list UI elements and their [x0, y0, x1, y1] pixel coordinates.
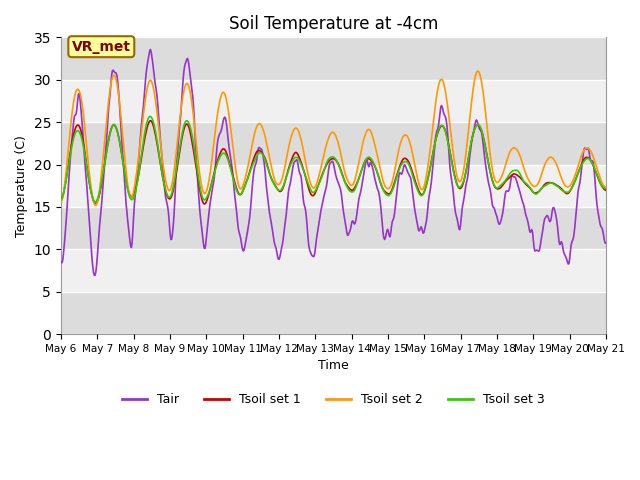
- Tsoil set 1: [401, 156, 409, 161]
- Tsoil set 3: [57, 197, 65, 203]
- Tair: [209, 185, 216, 191]
- Tsoil set 2: [67, 122, 75, 128]
- Tsoil set 2: [179, 93, 187, 98]
- Tsoil set 1: [602, 188, 610, 193]
- Tsoil set 3: [147, 113, 154, 119]
- X-axis label: Time: Time: [318, 360, 349, 372]
- Tsoil set 2: [57, 199, 65, 205]
- Line: Tsoil set 1: Tsoil set 1: [61, 120, 606, 204]
- Tsoil set 3: [180, 123, 188, 129]
- Tsoil set 3: [124, 187, 131, 192]
- Tsoil set 1: [57, 197, 65, 203]
- Tair: [602, 240, 610, 246]
- Tsoil set 2: [401, 132, 408, 138]
- Tsoil set 1: [147, 118, 154, 123]
- Tsoil set 3: [67, 150, 75, 156]
- Tsoil set 2: [417, 185, 424, 191]
- Bar: [61, 37, 606, 80]
- Tair: [57, 259, 65, 265]
- Bar: [61, 122, 606, 165]
- Tair: [67, 150, 75, 156]
- Tsoil set 2: [208, 158, 216, 164]
- Tsoil set 2: [92, 203, 100, 208]
- Tsoil set 2: [124, 181, 131, 187]
- Bar: [61, 207, 606, 249]
- Tair: [180, 70, 188, 76]
- Tsoil set 1: [123, 182, 131, 188]
- Tair: [147, 47, 154, 52]
- Tsoil set 3: [602, 186, 610, 192]
- Line: Tair: Tair: [61, 49, 606, 276]
- Tsoil set 2: [602, 184, 610, 190]
- Tsoil set 3: [401, 159, 409, 165]
- Tsoil set 3: [91, 199, 99, 205]
- Tsoil set 2: [474, 68, 482, 74]
- Tsoil set 3: [209, 178, 216, 183]
- Tsoil set 1: [67, 146, 75, 152]
- Line: Tsoil set 3: Tsoil set 3: [61, 116, 606, 202]
- Legend: Tair, Tsoil set 1, Tsoil set 2, Tsoil set 3: Tair, Tsoil set 1, Tsoil set 2, Tsoil se…: [117, 388, 550, 411]
- Line: Tsoil set 2: Tsoil set 2: [61, 71, 606, 205]
- Y-axis label: Temperature (C): Temperature (C): [15, 135, 28, 237]
- Tair: [124, 217, 131, 223]
- Tsoil set 3: [417, 192, 425, 198]
- Tair: [401, 162, 409, 168]
- Tsoil set 1: [209, 176, 216, 182]
- Text: VR_met: VR_met: [72, 40, 131, 54]
- Tair: [417, 224, 425, 230]
- Title: Soil Temperature at -4cm: Soil Temperature at -4cm: [228, 15, 438, 33]
- Tsoil set 1: [200, 201, 208, 207]
- Tair: [91, 273, 99, 278]
- Tsoil set 1: [417, 192, 425, 197]
- Tsoil set 1: [179, 130, 187, 136]
- Bar: [61, 292, 606, 334]
